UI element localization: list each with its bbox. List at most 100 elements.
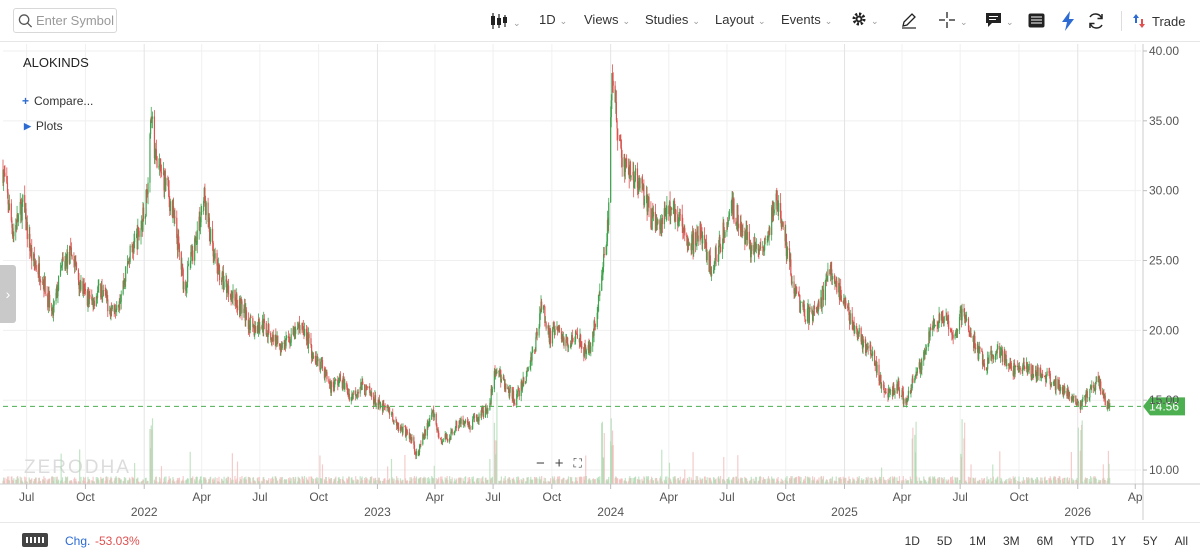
candle-body: [1028, 364, 1030, 371]
events-dropdown[interactable]: Events ⌄: [781, 12, 832, 27]
range-button-1y[interactable]: 1Y: [1111, 534, 1126, 548]
views-dropdown[interactable]: Views ⌄: [584, 12, 630, 27]
zoom-out-icon[interactable]: −: [536, 454, 545, 472]
news-button[interactable]: [1028, 13, 1045, 28]
volume-bar: [1094, 476, 1096, 484]
chart-type-button[interactable]: ⌄: [489, 11, 521, 31]
candle-body: [885, 392, 887, 394]
volume-bar: [261, 480, 263, 484]
candle-body: [1077, 402, 1079, 404]
candle-body: [923, 351, 925, 356]
volume-bar: [134, 462, 136, 484]
chevron-down-icon: ⌄: [871, 15, 879, 26]
studies-dropdown[interactable]: Studies ⌄: [645, 12, 700, 27]
interval-dropdown[interactable]: 1D ⌄: [539, 12, 567, 27]
candle-body: [800, 301, 802, 303]
candle-body: [174, 216, 176, 218]
range-button-all[interactable]: All: [1174, 534, 1188, 548]
volume-bar: [851, 481, 853, 484]
candle-body: [229, 294, 232, 298]
candle-body: [91, 299, 94, 301]
volume-bar: [608, 476, 610, 484]
flash-button[interactable]: [1061, 11, 1075, 31]
candle-body: [574, 331, 577, 342]
volume-bar: [473, 481, 476, 484]
y-tick-label: 40.00: [1149, 44, 1179, 58]
keyboard-icon[interactable]: [22, 533, 48, 547]
volume-bar: [1008, 481, 1010, 484]
draw-button[interactable]: [900, 11, 918, 29]
candle-body: [565, 339, 567, 347]
candle-body: [909, 390, 911, 394]
candle-body: [113, 305, 115, 312]
volume-bar: [406, 480, 408, 484]
candle-body: [151, 116, 154, 119]
candle-body: [616, 120, 618, 129]
plots-toggle[interactable]: ▶ Plots: [24, 119, 63, 133]
volume-bar: [159, 481, 161, 484]
candle-body: [988, 354, 990, 363]
zoom-in-icon[interactable]: +: [554, 454, 564, 472]
volume-bar: [659, 476, 662, 484]
search-input[interactable]: [36, 13, 116, 28]
volume-bar: [1050, 478, 1052, 484]
volume-bar: [1045, 480, 1048, 484]
volume-bar: [597, 476, 600, 484]
refresh-button[interactable]: [1087, 12, 1105, 30]
crosshair-button[interactable]: ⌄: [938, 11, 968, 29]
volume-bar: [172, 476, 174, 484]
candle-body: [852, 322, 855, 330]
trade-button[interactable]: Trade: [1133, 13, 1185, 29]
candle-body: [583, 343, 586, 357]
candle-body: [820, 297, 823, 309]
candle-body: [994, 356, 996, 360]
volume-bar: [912, 427, 914, 484]
volume-bar: [759, 476, 761, 484]
price-chart[interactable]: ZERODHA 14.56 10.0015.0020.0025.0030.003…: [0, 42, 1200, 520]
range-button-5y[interactable]: 5Y: [1142, 534, 1158, 548]
candle-body: [1091, 384, 1093, 388]
volume-bar: [82, 476, 85, 484]
volume-bar: [1058, 476, 1060, 484]
layout-dropdown[interactable]: Layout ⌄: [715, 12, 766, 27]
volume-bar: [459, 477, 461, 484]
volume-bar: [990, 477, 992, 484]
expand-panel-tab[interactable]: ›: [0, 265, 16, 323]
candle-body: [911, 387, 913, 389]
range-button-1m[interactable]: 1M: [969, 534, 986, 548]
range-button-6m[interactable]: 6M: [1036, 534, 1054, 548]
volume-bar: [109, 478, 111, 484]
candle-body: [222, 271, 224, 273]
volume-bar: [24, 476, 26, 484]
volume-bar: [227, 476, 229, 484]
volume-bar: [307, 479, 309, 484]
candle-body: [176, 238, 179, 251]
compare-button[interactable]: + Compare...: [22, 94, 93, 108]
chevron-down-icon: ⌄: [758, 16, 766, 26]
candle-body: [863, 339, 865, 344]
range-button-ytd[interactable]: YTD: [1070, 534, 1095, 548]
volume-bar: [507, 478, 509, 484]
trade-label: Trade: [1152, 13, 1186, 29]
range-button-5d[interactable]: 5D: [936, 534, 953, 548]
candle-body: [659, 222, 662, 230]
volume-bar: [797, 476, 800, 484]
comment-button[interactable]: ⌄: [985, 12, 1014, 28]
range-button-1d[interactable]: 1D: [904, 534, 920, 548]
volume-bar: [1009, 477, 1011, 484]
volume-bar: [554, 480, 556, 484]
chart-area[interactable]: ZERODHA 14.56 10.00 15.00 20.00 25.00 30.00 3…: [0, 42, 1200, 520]
fullscreen-icon[interactable]: ⛶: [573, 455, 582, 470]
settings-button[interactable]: ⌄: [851, 11, 879, 27]
candle-body: [105, 291, 107, 298]
volume-bar: [213, 481, 215, 484]
range-button-3m[interactable]: 3M: [1002, 534, 1020, 548]
volume-bar: [441, 476, 443, 484]
candle-body: [173, 206, 175, 217]
candle-body: [574, 341, 576, 342]
symbol-search[interactable]: [13, 8, 117, 33]
volume-bar: [955, 481, 957, 484]
volume-bar: [571, 477, 573, 484]
volume-bar: [357, 479, 359, 484]
volume-bar: [780, 481, 782, 484]
